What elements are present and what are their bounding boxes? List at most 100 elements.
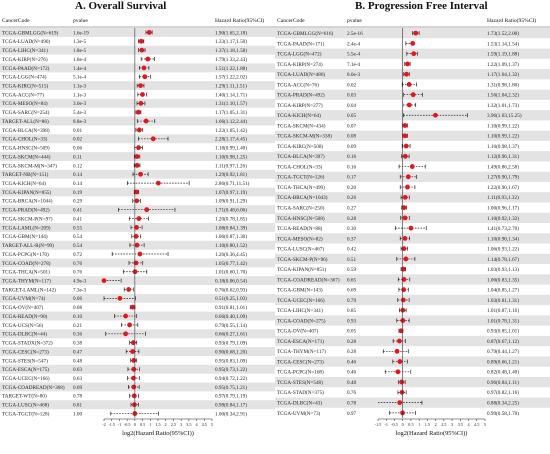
row-pvalue: 0.11 xyxy=(73,154,82,160)
row-pvalue: 0.47 xyxy=(73,349,82,355)
row-hazard-ratio: 0.95(0.73,1.22) xyxy=(215,366,247,373)
hr-point xyxy=(413,30,419,36)
row-pvalue: 0.28 xyxy=(347,349,356,355)
row-label: TCGA-GBMLGG(N=616) xyxy=(277,30,334,37)
row-pvalue: 0.28 xyxy=(347,216,356,222)
row-pvalue: 0.36 xyxy=(73,332,82,338)
hr-point xyxy=(403,256,409,262)
hr-point xyxy=(127,322,133,328)
row-hazard-ratio: 1.73(1.52,2.00) xyxy=(487,30,519,37)
row-pvalue: 0.14 xyxy=(73,172,82,178)
row-hazard-ratio: 1.01(0.87,1.16) xyxy=(487,307,519,314)
row-label: TCGA-COAD(N=275) xyxy=(277,317,326,324)
row-pvalue: 0.97 xyxy=(347,411,356,417)
row-hazard-ratio: 1.18(0.99,1.40) xyxy=(215,145,247,152)
row-label: TCGA-DLBC(N=44) xyxy=(2,331,47,338)
hr-point xyxy=(401,246,407,252)
row-hazard-ratio: 1.71(0.48,6.06) xyxy=(215,207,247,214)
row-hazard-ratio: 2.28(1.17,4.45) xyxy=(215,136,247,143)
x-tick-label: 4 xyxy=(196,422,199,427)
row-label: TCGA-STES(N=548) xyxy=(277,379,323,386)
row-hazard-ratio: 1.31(1.10,1.57) xyxy=(215,100,247,107)
row-pvalue: 1.4e-4 xyxy=(73,66,87,72)
row-hazard-ratio: 0.66(0.40,1.09) xyxy=(215,313,247,320)
row-hazard-ratio: 0.94(0.72,1.22) xyxy=(215,375,247,382)
hr-point xyxy=(133,233,139,239)
row-pvalue: 1.00 xyxy=(73,411,82,417)
x-tick-label: 5 xyxy=(484,422,486,427)
row-pvalue: 0.03 xyxy=(347,93,356,99)
row-label: TARGET-ALL-R(N=99) xyxy=(2,242,54,249)
row-pvalue: 0.69 xyxy=(347,288,356,294)
row-pvalue: 5.5e-4 xyxy=(347,52,361,58)
row-pvalue: 0.09 xyxy=(347,144,356,150)
hr-point xyxy=(136,216,142,221)
hr-point xyxy=(138,171,143,177)
row-hazard-ratio: 1.06(0.83,1.35) xyxy=(487,276,519,283)
row-pvalue: 0.76 xyxy=(73,261,82,267)
hr-point xyxy=(399,379,405,385)
row-label: TCGA-HNSC(N=508) xyxy=(277,215,325,222)
hr-point xyxy=(401,287,407,293)
row-hazard-ratio: 1.06(0.93,1.22) xyxy=(487,246,519,253)
row-pvalue: 2.5e-16 xyxy=(347,31,363,37)
hr-point xyxy=(394,348,400,354)
row-band xyxy=(275,294,550,306)
x-tick-label: -0.5 xyxy=(124,422,131,427)
row-hazard-ratio: 0.89(0.66,1.21) xyxy=(487,358,519,365)
row-band xyxy=(0,28,275,37)
x-tick-label: 0.5 xyxy=(140,422,145,427)
row-label: TCGA-PCPG(N=168) xyxy=(277,369,324,376)
row-label: TCGA-UCEC(N=166) xyxy=(2,375,50,382)
row-label: TCGA-PRAD(N=492) xyxy=(277,92,325,99)
x-tick-label: 2.5 xyxy=(171,422,176,427)
row-hazard-ratio: 1.56(1.04,2.32) xyxy=(487,92,519,99)
header-pvalue: pvalue xyxy=(347,18,362,24)
header-hazard-ratio: Hazard Ratio(95%CI) xyxy=(215,17,264,24)
hr-point xyxy=(406,82,412,87)
row-hazard-ratio: 1.01(0.60,1.70) xyxy=(215,269,247,276)
row-label: TCGA-ESCA(N=175) xyxy=(2,366,49,373)
row-label: TCGA-KIRP(N=276) xyxy=(2,56,48,63)
row-label: TCGA-SKCM-M(N=338) xyxy=(277,133,332,140)
row-hazard-ratio: 1.08(0.84,1.39) xyxy=(215,224,247,231)
row-label: TCGA-MESO(N=84) xyxy=(2,100,48,107)
row-pvalue: 0.05 xyxy=(347,329,356,335)
x-tick-label: -1.5 xyxy=(375,422,382,427)
row-band xyxy=(275,130,550,141)
hr-point xyxy=(401,277,407,282)
row-hazard-ratio: 0.82(0.48,1.40) xyxy=(487,369,519,376)
row-hazard-ratio: 3.96(1.03,15.25) xyxy=(487,112,522,119)
row-label: TCGA-LGG(N=472) xyxy=(277,51,322,58)
hr-point xyxy=(402,194,408,200)
row-pvalue: 1.3e-5 xyxy=(73,39,87,45)
row-label: TCGA-KIRP(N=274) xyxy=(277,61,323,68)
x-tick-label: 4.5 xyxy=(474,422,479,427)
row-label: TCGA-BLCA(N=398) xyxy=(2,127,50,134)
row-label: TCGA-SKCM-P(N=97) xyxy=(2,215,53,222)
row-hazard-ratio: 1.57(1.22,2.02) xyxy=(215,74,247,81)
row-label: TCGA-SKCM-M(N=347) xyxy=(2,162,57,169)
row-hazard-ratio: 0.96(0.84,1.11) xyxy=(487,379,519,386)
row-hazard-ratio: 1.22(1.05,1.42) xyxy=(215,127,247,134)
row-hazard-ratio: 1.22(0.90,1.67) xyxy=(487,184,519,191)
hr-point xyxy=(144,207,150,213)
row-hazard-ratio: 1.17(1.04,1.32) xyxy=(487,71,519,78)
hr-point xyxy=(123,331,128,337)
hr-point xyxy=(397,400,403,406)
row-band xyxy=(0,134,275,144)
row-label: TCGA-OV(N=407) xyxy=(277,328,319,335)
hr-point xyxy=(403,143,409,149)
hr-point xyxy=(408,225,414,231)
row-label: TCGA-UCEC(N=166) xyxy=(277,297,325,304)
row-label: TCGA-THCA(N=501) xyxy=(2,269,50,276)
row-pvalue: 0.69 xyxy=(73,385,82,391)
hr-point xyxy=(406,102,412,108)
row-label: TCGA-GBM(N=143) xyxy=(277,287,323,294)
panel-a-title: A. Overall Survival xyxy=(75,0,167,12)
hr-point xyxy=(134,162,140,168)
row-label: TCGA-THYM(N=117) xyxy=(277,348,326,355)
hr-point xyxy=(401,205,407,211)
row-hazard-ratio: 0.51(0.25,1.03) xyxy=(215,295,247,302)
row-pvalue: 0.46 xyxy=(347,370,356,376)
